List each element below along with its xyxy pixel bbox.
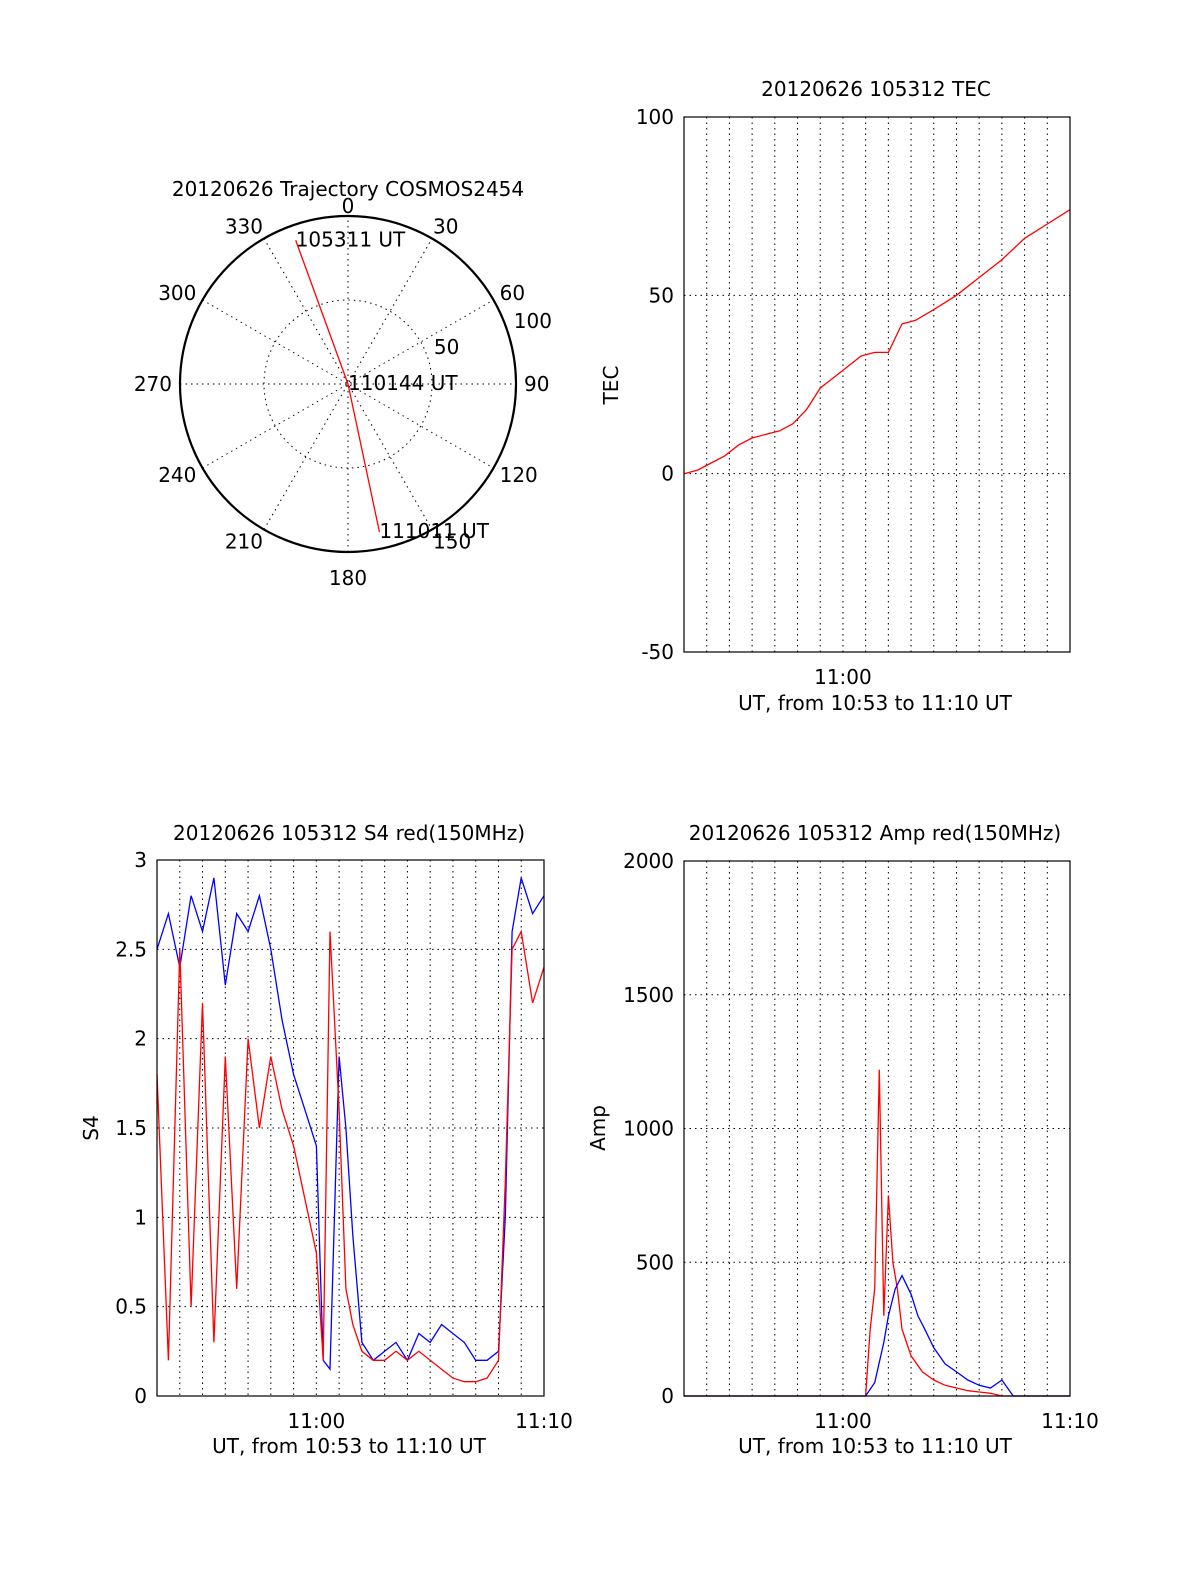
amp-series — [684, 1069, 1070, 1397]
trajectory-line: 105311 UT 110144 UT 111011 UT — [295, 227, 490, 543]
polar-radial-label: 100 — [514, 309, 552, 333]
amp-ticks: 0 500 1000 1500 2000 11:00 11:10 — [623, 849, 1099, 1433]
amp-y-tick-label: 1500 — [623, 983, 674, 1007]
s4-y-tick-label: 1 — [134, 1205, 147, 1229]
s4-y-tick-label: 1.5 — [115, 1116, 147, 1140]
s4-xlabel: UT, from 10:53 to 11:10 UT — [212, 1434, 487, 1458]
amp-plot-frame — [683, 860, 1071, 1397]
polar-angle-label: 240 — [158, 463, 196, 487]
s4-title: 20120626 105312 S4 red(150MHz) — [173, 821, 525, 845]
polar-angle-label: 120 — [500, 463, 538, 487]
trajectory-path — [295, 240, 381, 533]
polar-grid-spoke — [263, 238, 433, 530]
tec-ylabel: TEC — [599, 366, 623, 406]
s4-y-tick-label: 2.5 — [115, 937, 147, 961]
trajectory-time-label: 110144 UT — [348, 371, 458, 395]
s4-y-tick-label: 0.5 — [115, 1295, 147, 1319]
amp-y-tick-label: 1000 — [623, 1117, 674, 1141]
s4-panel: 20120626 105312 S4 red(150MHz) 0 0.5 1 1.5 2… — [79, 821, 573, 1458]
polar-angle-label: 270 — [134, 372, 172, 396]
s4-grid — [157, 860, 544, 1396]
tec-xlabel: UT, from 10:53 to 11:10 UT — [738, 691, 1013, 715]
polar-angle-label: 60 — [500, 281, 525, 305]
s4-series-blue — [156, 877, 545, 1372]
s4-series-red — [156, 929, 545, 1383]
amp-y-tick-label: 0 — [661, 1384, 674, 1408]
s4-ticks: 0 0.5 1 1.5 2 2.5 3 11:00 11:10 — [115, 848, 573, 1433]
polar-angle-label: 30 — [433, 214, 458, 238]
tec-panel: 20120626 105312 TEC -50 0 50 100 11:00 TEC U… — [599, 77, 1071, 715]
polar-grid-spoke — [202, 299, 494, 469]
s4-y-tick-label: 0 — [134, 1384, 147, 1408]
amp-y-tick-label: 500 — [636, 1250, 674, 1274]
tec-series-red — [683, 209, 1071, 475]
tec-ticks: -50 0 50 100 11:00 — [636, 105, 872, 689]
trajectory-title: 20120626 Trajectory COSMOS2454 — [172, 177, 524, 201]
tec-title: 20120626 105312 TEC — [761, 77, 991, 101]
trajectory-panel: 20120626 Trajectory COSMOS2454 0 30 60 90 12… — [134, 177, 552, 590]
tec-y-tick-label: 0 — [661, 462, 674, 486]
polar-outer-ring — [178, 214, 518, 554]
polar-grid-spoke — [263, 238, 433, 530]
polar-grid — [180, 216, 516, 552]
tec-y-tick-label: 100 — [636, 105, 674, 129]
polar-angle-labels: 0 30 60 90 120 150 180 210 240 270 300 330 — [134, 194, 550, 590]
amp-y-tick-label: 2000 — [623, 849, 674, 873]
amp-series-red — [684, 1069, 1070, 1397]
amp-x-tick-label: 11:10 — [1041, 1409, 1099, 1433]
tec-x-tick-label: 11:00 — [814, 665, 872, 689]
s4-y-tick-label: 3 — [134, 848, 147, 872]
amp-panel: 20120626 105312 Amp red(150MHz) 0 500 1000… — [586, 821, 1099, 1458]
amp-xlabel: UT, from 10:53 to 11:10 UT — [738, 1434, 1013, 1458]
polar-angle-label: 210 — [225, 530, 263, 554]
polar-angle-label: 300 — [158, 281, 196, 305]
amp-x-tick-label: 11:00 — [814, 1409, 872, 1433]
tec-grid — [684, 117, 1070, 652]
s4-x-tick-label: 11:00 — [288, 1409, 346, 1433]
polar-grid-circle — [263, 299, 433, 469]
tec-plot-frame — [683, 116, 1071, 653]
polar-angle-label: 330 — [225, 214, 263, 238]
tec-series — [683, 209, 1071, 475]
polar-grid-spoke — [202, 299, 494, 469]
amp-grid — [684, 861, 1070, 1396]
s4-ylabel: S4 — [79, 1115, 103, 1140]
trajectory-time-label: 105311 UT — [296, 227, 406, 251]
tec-y-tick-label: 50 — [649, 283, 674, 307]
polar-angle-label: 90 — [524, 372, 549, 396]
polar-angle-label: 0 — [342, 194, 355, 218]
amp-title: 20120626 105312 Amp red(150MHz) — [689, 821, 1061, 845]
s4-x-tick-label: 11:10 — [515, 1409, 573, 1433]
tec-y-tick-label: -50 — [641, 640, 674, 664]
polar-radial-label: 50 — [434, 335, 459, 359]
amp-series-blue — [684, 1274, 1070, 1397]
s4-y-tick-label: 2 — [134, 1027, 147, 1051]
s4-series — [156, 877, 545, 1383]
amp-ylabel: Amp — [586, 1105, 610, 1151]
polar-radial-labels: 50 100 — [434, 309, 552, 359]
s4-plot-frame — [156, 859, 545, 1397]
polar-angle-label: 180 — [329, 566, 367, 590]
polar-angle-label: 150 — [433, 530, 471, 554]
trajectory-time-label: 111011 UT — [379, 519, 489, 543]
